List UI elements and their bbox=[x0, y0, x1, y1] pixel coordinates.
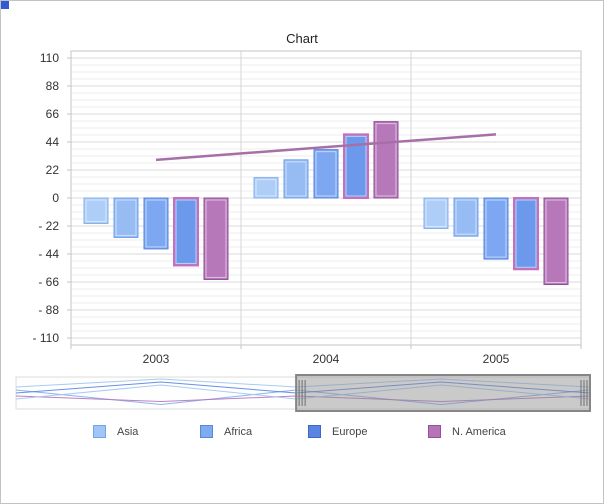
bar-inner-highlight bbox=[255, 179, 277, 197]
bar-n-america-2003[interactable] bbox=[203, 197, 229, 280]
legend-swatch-asia bbox=[93, 425, 106, 438]
trend-line bbox=[155, 133, 497, 162]
bar-inner-highlight bbox=[515, 199, 537, 268]
navigator-selection[interactable] bbox=[295, 374, 591, 412]
legend-label: Asia bbox=[117, 425, 139, 438]
x-tick-label-2005: 2005 bbox=[483, 352, 510, 366]
bar-africa-2005[interactable] bbox=[453, 197, 479, 237]
window-icon bbox=[1, 1, 9, 9]
bar-series bbox=[83, 121, 569, 286]
y-tick-label: 0 bbox=[52, 191, 59, 205]
y-tick-label: - 88 bbox=[38, 303, 59, 317]
plot-area: 2003 2004 2005 bbox=[67, 50, 582, 366]
bar-europe-2003[interactable] bbox=[143, 197, 169, 250]
bar-africa-2004[interactable] bbox=[283, 159, 309, 199]
legend-label: Europe bbox=[332, 425, 368, 438]
y-tick-label: 44 bbox=[45, 135, 59, 149]
bar-asia-2005[interactable] bbox=[423, 197, 449, 230]
bar-asia-2003[interactable] bbox=[83, 197, 109, 224]
y-tick-label: - 110 bbox=[32, 331, 59, 345]
bar-europe-2005[interactable] bbox=[483, 197, 509, 260]
legend: Asia Africa Europe N. America bbox=[1, 425, 603, 447]
legend-label: N. America bbox=[452, 425, 506, 438]
chart-title: Chart bbox=[286, 31, 318, 46]
bar-series-4-2005[interactable] bbox=[513, 197, 539, 271]
legend-item-africa[interactable]: Africa bbox=[200, 425, 252, 438]
legend-swatch-n-america bbox=[428, 425, 441, 438]
bar-asia-2004[interactable] bbox=[253, 177, 279, 199]
bar-inner-highlight bbox=[455, 199, 477, 235]
bar-inner-highlight bbox=[205, 199, 227, 278]
bar-inner-highlight bbox=[375, 123, 397, 197]
legend-item-europe[interactable]: Europe bbox=[308, 425, 367, 438]
y-tick-label: 88 bbox=[45, 79, 59, 93]
range-navigator[interactable] bbox=[1, 373, 604, 415]
bar-inner-highlight bbox=[85, 199, 107, 222]
bar-inner-highlight bbox=[485, 199, 507, 258]
bar-inner-highlight bbox=[285, 161, 307, 197]
bar-n-america-2004[interactable] bbox=[373, 121, 399, 199]
legend-item-asia[interactable]: Asia bbox=[93, 425, 138, 438]
bar-inner-highlight bbox=[425, 199, 447, 228]
y-tick-label: 110 bbox=[39, 51, 59, 65]
bar-inner-highlight bbox=[345, 135, 367, 197]
x-tick-label-2003: 2003 bbox=[143, 352, 170, 366]
y-tick-label: - 66 bbox=[38, 275, 59, 289]
y-tick-label: - 22 bbox=[38, 219, 59, 233]
bar-n-america-2005[interactable] bbox=[543, 197, 569, 286]
bar-africa-2003[interactable] bbox=[113, 197, 139, 238]
bar-inner-highlight bbox=[545, 199, 567, 284]
bar-inner-highlight bbox=[175, 199, 197, 264]
bar-inner-highlight bbox=[315, 151, 337, 197]
x-tick-label-2004: 2004 bbox=[313, 352, 340, 366]
bar-europe-2004[interactable] bbox=[313, 149, 339, 199]
bar-inner-highlight bbox=[115, 199, 137, 236]
y-tick-label: 66 bbox=[45, 107, 59, 121]
y-tick-label: - 44 bbox=[38, 247, 59, 261]
bar-series-4-2003[interactable] bbox=[173, 197, 199, 267]
legend-label: Africa bbox=[224, 425, 253, 438]
legend-item-n-america[interactable]: N. America bbox=[428, 425, 506, 438]
bar-inner-highlight bbox=[145, 199, 167, 248]
legend-swatch-europe bbox=[308, 425, 321, 438]
y-tick-label: 22 bbox=[45, 163, 59, 177]
y-axis: 110 88 66 44 22 0 - 22 - 44 - 66 - 88 - 110 bbox=[1, 1, 59, 371]
legend-swatch-africa bbox=[200, 425, 213, 438]
